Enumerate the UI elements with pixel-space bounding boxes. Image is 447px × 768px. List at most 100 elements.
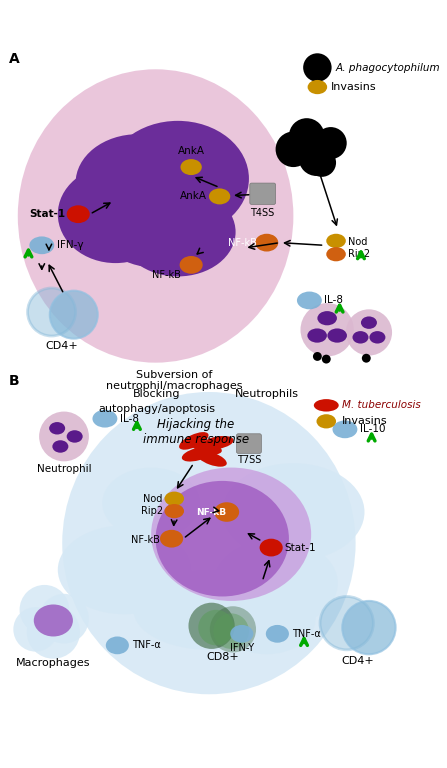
Ellipse shape (196, 451, 227, 467)
Circle shape (303, 53, 332, 81)
Ellipse shape (214, 502, 239, 521)
Ellipse shape (191, 440, 222, 455)
Ellipse shape (62, 392, 356, 694)
Text: IL-10: IL-10 (360, 425, 386, 435)
Text: NF-kB: NF-kB (131, 535, 160, 545)
Ellipse shape (209, 188, 230, 204)
Ellipse shape (34, 604, 73, 637)
Ellipse shape (92, 161, 219, 267)
Ellipse shape (202, 436, 234, 449)
Circle shape (198, 610, 234, 645)
Ellipse shape (326, 233, 346, 248)
Circle shape (315, 127, 347, 159)
Ellipse shape (133, 570, 284, 650)
Text: AnkA: AnkA (177, 147, 205, 157)
Text: TNF-α: TNF-α (291, 629, 320, 639)
Text: Nod
Rip2: Nod Rip2 (140, 494, 163, 515)
Ellipse shape (266, 625, 289, 643)
Ellipse shape (181, 159, 202, 175)
Circle shape (322, 355, 331, 363)
Circle shape (320, 597, 373, 650)
Text: CD8+: CD8+ (206, 653, 239, 663)
Text: IL-8: IL-8 (120, 414, 139, 424)
Circle shape (342, 601, 396, 654)
Text: Neutrophils: Neutrophils (235, 389, 299, 399)
Text: Nod
Rip2: Nod Rip2 (349, 237, 371, 259)
Text: AnkA: AnkA (180, 191, 207, 201)
Circle shape (210, 606, 256, 653)
Ellipse shape (102, 468, 200, 538)
Ellipse shape (164, 492, 184, 506)
Circle shape (362, 354, 371, 362)
Circle shape (50, 290, 98, 339)
Text: Subversion of
neutrophil/macrophages: Subversion of neutrophil/macrophages (106, 369, 243, 392)
Ellipse shape (327, 329, 347, 343)
Text: Stat-1: Stat-1 (284, 542, 316, 553)
Circle shape (299, 141, 334, 176)
Ellipse shape (58, 165, 173, 263)
Circle shape (28, 288, 76, 336)
Text: CD4+: CD4+ (46, 341, 79, 351)
FancyBboxPatch shape (236, 434, 261, 453)
Ellipse shape (164, 504, 184, 518)
Circle shape (13, 607, 58, 651)
Ellipse shape (182, 447, 213, 462)
Text: NF-kB: NF-kB (197, 508, 227, 517)
Text: Neutrophil: Neutrophil (37, 464, 91, 474)
Circle shape (346, 310, 392, 356)
Ellipse shape (179, 432, 209, 450)
Ellipse shape (213, 538, 338, 627)
FancyBboxPatch shape (250, 183, 276, 204)
Ellipse shape (67, 205, 90, 223)
Text: Hijacking the
immune response: Hijacking the immune response (143, 418, 249, 445)
Circle shape (300, 303, 354, 356)
Ellipse shape (222, 463, 364, 561)
Ellipse shape (308, 80, 327, 94)
Ellipse shape (49, 422, 65, 435)
Ellipse shape (218, 583, 316, 654)
Text: IFN-γ: IFN-γ (57, 240, 84, 250)
Ellipse shape (52, 440, 68, 452)
Text: Invasins: Invasins (342, 416, 388, 426)
Ellipse shape (156, 481, 289, 597)
Ellipse shape (260, 538, 283, 557)
Ellipse shape (58, 525, 191, 614)
Text: T4SS: T4SS (250, 208, 274, 218)
Text: T7SS: T7SS (237, 455, 261, 465)
Ellipse shape (151, 468, 311, 601)
Ellipse shape (120, 187, 236, 276)
Text: NF-kB: NF-kB (228, 237, 257, 247)
Ellipse shape (255, 233, 278, 252)
Text: CD4+: CD4+ (341, 656, 374, 666)
Text: A: A (9, 51, 20, 65)
Circle shape (276, 131, 311, 167)
Ellipse shape (160, 530, 183, 548)
Ellipse shape (316, 414, 336, 429)
Ellipse shape (317, 311, 337, 326)
Ellipse shape (18, 69, 293, 362)
Ellipse shape (326, 247, 346, 261)
Circle shape (20, 585, 69, 634)
Circle shape (39, 412, 89, 462)
Text: A. phagocytophilum: A. phagocytophilum (335, 62, 440, 72)
Ellipse shape (369, 331, 385, 343)
Ellipse shape (76, 134, 200, 232)
Ellipse shape (93, 410, 118, 428)
Text: B: B (9, 374, 20, 388)
Ellipse shape (67, 430, 83, 442)
Ellipse shape (353, 331, 368, 343)
Ellipse shape (30, 237, 54, 254)
Circle shape (289, 118, 325, 154)
Circle shape (39, 594, 89, 644)
Text: TNF-α: TNF-α (131, 641, 160, 650)
Text: Stat-1: Stat-1 (30, 209, 66, 219)
Circle shape (213, 614, 249, 649)
Ellipse shape (361, 316, 377, 329)
Circle shape (27, 605, 80, 659)
Ellipse shape (333, 420, 358, 439)
Text: NF-kB: NF-kB (152, 270, 181, 280)
Text: IL-8: IL-8 (325, 296, 343, 306)
Text: IFN-Y: IFN-Y (230, 643, 254, 653)
Ellipse shape (230, 625, 253, 643)
Ellipse shape (314, 399, 339, 412)
